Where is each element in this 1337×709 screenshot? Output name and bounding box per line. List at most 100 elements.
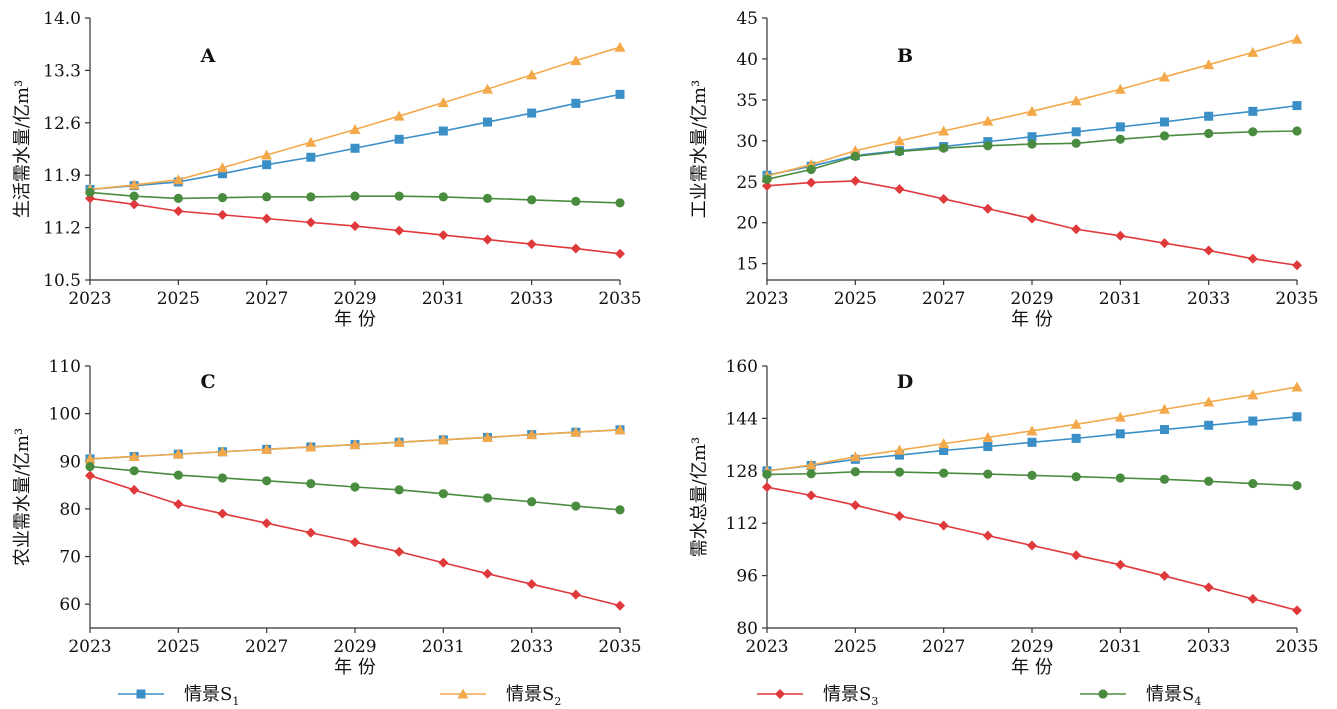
series-s4 <box>762 126 1302 184</box>
x-tick-label: 2033 <box>510 637 553 657</box>
data-point <box>482 493 493 503</box>
data-point <box>217 193 228 203</box>
data-point <box>1114 411 1126 422</box>
data-point <box>1027 540 1037 551</box>
series-s2 <box>761 381 1303 476</box>
data-point <box>1292 101 1302 111</box>
data-point <box>527 195 537 205</box>
data-point <box>1247 593 1258 604</box>
legend-label: 情景S2 <box>506 684 561 708</box>
panel-label: A <box>200 45 216 67</box>
x-tick-label: 2035 <box>598 289 641 309</box>
data-point <box>938 438 950 449</box>
y-tick-label: 45 <box>736 9 758 29</box>
legend-item-s2: 情景S2 <box>440 684 561 708</box>
data-point <box>1247 253 1258 264</box>
x-tick-label: 2031 <box>422 637 465 657</box>
x-axis-title: 年 份 <box>334 309 376 330</box>
x-tick-label: 2033 <box>1187 289 1230 309</box>
x-tick-label: 2025 <box>834 289 877 309</box>
data-point <box>1204 420 1214 430</box>
data-point <box>526 239 537 250</box>
y-tick-label: 110 <box>49 357 81 377</box>
data-point <box>1248 106 1258 116</box>
data-point <box>217 446 228 457</box>
data-point <box>394 191 404 201</box>
x-tick-label: 2035 <box>598 637 641 657</box>
data-point <box>482 431 493 442</box>
legend-item-s3: 情景S3 <box>757 684 878 708</box>
data-point <box>394 546 405 557</box>
data-point <box>850 467 860 477</box>
y-axis-title: 生活需水量/亿m³ <box>12 80 33 218</box>
legend-label: 情景S1 <box>184 684 239 708</box>
data-point <box>437 434 449 445</box>
data-point <box>217 162 228 173</box>
y-tick-label: 11.2 <box>43 219 81 239</box>
legend-item-s4: 情景S4 <box>1080 684 1201 708</box>
legend-label: 情景S4 <box>1146 684 1201 708</box>
x-tick-label: 2023 <box>68 637 111 657</box>
x-tick-label: 2029 <box>1010 637 1053 657</box>
data-point <box>1292 480 1302 491</box>
data-point <box>1159 474 1170 484</box>
data-point <box>1026 425 1038 436</box>
data-point <box>262 160 272 170</box>
data-point <box>1115 122 1125 132</box>
x-tick-label: 2031 <box>1099 637 1142 657</box>
data-point <box>393 436 405 447</box>
data-point <box>615 600 625 611</box>
panel-label: C <box>200 371 215 393</box>
x-tick-label: 2035 <box>1275 289 1318 309</box>
data-point <box>261 149 273 160</box>
data-point <box>850 151 860 161</box>
data-point <box>939 445 949 455</box>
chart-legend: 情景S1 情景S2 情景S3 情景S4 <box>118 684 1201 708</box>
data-point <box>1071 433 1081 443</box>
data-point <box>1247 389 1259 400</box>
x-tick-label: 2023 <box>68 289 111 309</box>
data-point <box>1291 33 1303 44</box>
data-point <box>306 152 316 162</box>
x-tick-label: 2031 <box>422 289 465 309</box>
x-tick-label: 2029 <box>1010 289 1053 309</box>
data-point <box>1159 71 1170 82</box>
data-point <box>894 444 905 455</box>
y-tick-label: 12.6 <box>43 114 81 134</box>
data-point <box>939 143 949 153</box>
data-point <box>1203 396 1215 407</box>
data-point <box>850 500 861 511</box>
data-point <box>939 468 949 478</box>
y-tick-label: 60 <box>59 595 81 615</box>
data-point <box>1248 127 1258 137</box>
legend-marker <box>136 689 146 699</box>
series-s1 <box>762 412 1302 476</box>
data-point <box>1247 46 1259 57</box>
data-point <box>305 527 316 538</box>
data-point <box>482 83 493 94</box>
chart-panel-d: 80 96 112 128 144 160 2023 2025 2027 2029 2031 2033… <box>689 357 1319 678</box>
data-point <box>570 589 581 600</box>
legend-marker <box>1098 689 1108 699</box>
legend-item-s1: 情景S1 <box>118 684 239 708</box>
x-tick-label: 2023 <box>745 637 788 657</box>
x-tick-label: 2027 <box>245 289 288 309</box>
data-point <box>1070 95 1082 106</box>
data-point <box>306 479 316 489</box>
legend-marker <box>775 689 785 699</box>
data-point <box>129 484 140 495</box>
data-point <box>982 530 993 541</box>
x-tick-label: 2029 <box>333 637 376 657</box>
data-point <box>938 125 950 136</box>
data-point <box>894 467 905 477</box>
x-tick-label: 2035 <box>1275 637 1318 657</box>
x-tick-label: 2027 <box>922 289 965 309</box>
data-point <box>128 451 140 462</box>
y-tick-label: 25 <box>736 173 758 193</box>
data-point <box>1160 117 1169 127</box>
data-point <box>172 448 184 459</box>
data-point <box>217 473 228 483</box>
data-point <box>1027 470 1037 480</box>
